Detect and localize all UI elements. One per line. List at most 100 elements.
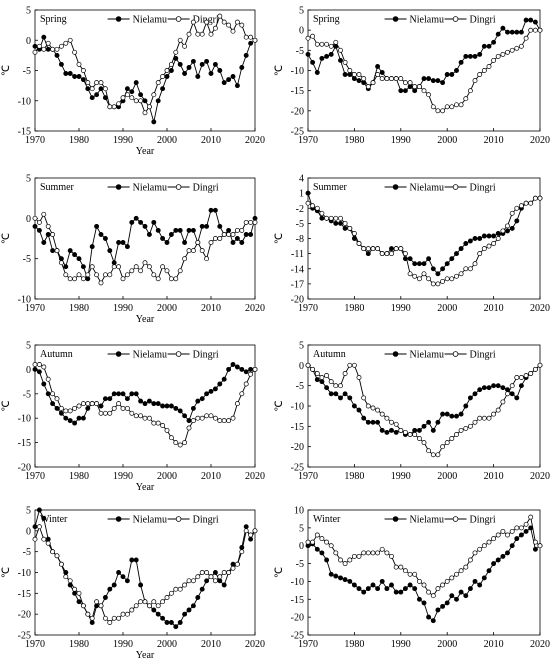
y-tick-label: 0 [26,526,31,537]
data-point-nielamu [50,248,56,254]
data-point-nielamu [412,88,418,94]
data-point-dingri [138,413,144,419]
data-point-nielamu [230,74,236,79]
data-point-nielamu [314,377,320,383]
data-point-dingri [491,241,497,246]
panel-title: Summer [40,182,75,193]
data-point-dingri [217,236,223,241]
data-point-dingri [36,362,42,367]
data-point-nielamu [467,395,473,401]
data-point-dingri [467,557,473,563]
data-point-dingri [430,104,436,110]
data-point-dingri [221,232,227,237]
y-tick-label: 0 [299,541,304,552]
data-point-dingri [133,264,139,270]
data-point-nielamu [532,546,538,552]
data-point-dingri [50,549,56,555]
data-point-nielamu [80,264,86,270]
data-point-dingri [528,514,534,520]
data-point-nielamu [416,261,422,267]
data-point-dingri [365,84,371,90]
series-line-dingri [307,29,540,112]
y-tick-label: -15 [291,422,304,433]
data-point-nielamu [495,31,501,37]
data-point-nielamu [435,271,441,277]
data-point-nielamu [333,391,339,397]
data-point-dingri [347,362,353,368]
data-point-nielamu [36,507,42,513]
y-tick-label: 10 [294,506,304,517]
data-point-dingri [486,64,492,69]
data-point-dingri [342,561,348,567]
data-point-nielamu [212,570,218,575]
x-axis-label: Year [136,314,155,325]
data-point-dingri [375,72,381,77]
data-point-nielamu [248,232,254,237]
data-point-nielamu [333,573,339,579]
data-point-dingri [85,272,91,278]
data-point-nielamu [138,92,144,98]
data-point-dingri [333,39,339,45]
data-point-dingri [111,405,117,411]
data-point-dingri [239,391,245,397]
x-tick-label: 2020 [245,471,265,482]
data-point-dingri [212,578,218,584]
x-axis-label: Year [136,146,155,157]
data-point-dingri [361,76,367,82]
data-point-dingri [416,276,422,282]
y-tick-label: -25 [291,631,304,642]
data-point-nielamu [168,403,174,409]
data-point-dingri [449,276,455,282]
legend-label: Nielamu [133,515,167,526]
data-point-nielamu [63,71,69,76]
data-point-nielamu [208,71,214,76]
data-point-nielamu [444,600,450,606]
data-point-nielamu [32,366,38,372]
data-point-dingri [486,415,492,421]
data-point-dingri [89,86,95,92]
x-tick-label: 1970 [25,303,45,314]
data-point-nielamu [239,366,245,372]
data-point-dingri [45,40,51,46]
data-point-nielamu [500,553,506,559]
data-point-dingri [328,543,334,549]
y-tick-label: -10 [291,66,304,77]
data-point-dingri [356,553,362,559]
data-point-dingri [36,219,42,225]
data-point-dingri [481,543,487,549]
data-point-dingri [398,76,404,82]
data-point-dingri [537,543,543,549]
y-tick-label: -25 [18,631,31,642]
data-point-nielamu [393,589,399,595]
plot-frame [307,177,541,300]
data-point-nielamu [204,391,210,397]
data-point-dingri [186,578,192,584]
data-point-nielamu [477,387,483,393]
data-point-nielamu [164,74,170,79]
x-tick-label: 1970 [298,135,318,146]
data-point-dingri [89,264,95,270]
y-tick-label: -5 [23,389,31,400]
data-point-nielamu [523,528,529,534]
data-point-dingri [54,553,60,559]
data-point-dingri [76,590,82,596]
data-point-dingri [208,31,214,37]
data-point-dingri [407,271,413,277]
y-tick-label: 0 [299,361,304,372]
data-point-dingri [177,442,183,448]
data-point-nielamu [98,232,104,237]
data-point-dingri [124,405,130,411]
data-point-nielamu [182,611,188,617]
data-point-nielamu [342,72,348,77]
data-point-dingri [310,33,316,39]
y-tick-label: 5 [26,6,31,17]
x-tick-label: 1980 [69,639,89,650]
x-tick-label: 2010 [484,471,504,482]
data-point-dingri [146,603,152,609]
data-point-nielamu [54,405,60,411]
data-point-dingri [182,440,188,446]
data-point-nielamu [129,219,135,225]
data-point-nielamu [440,411,446,417]
data-point-nielamu [111,582,117,588]
